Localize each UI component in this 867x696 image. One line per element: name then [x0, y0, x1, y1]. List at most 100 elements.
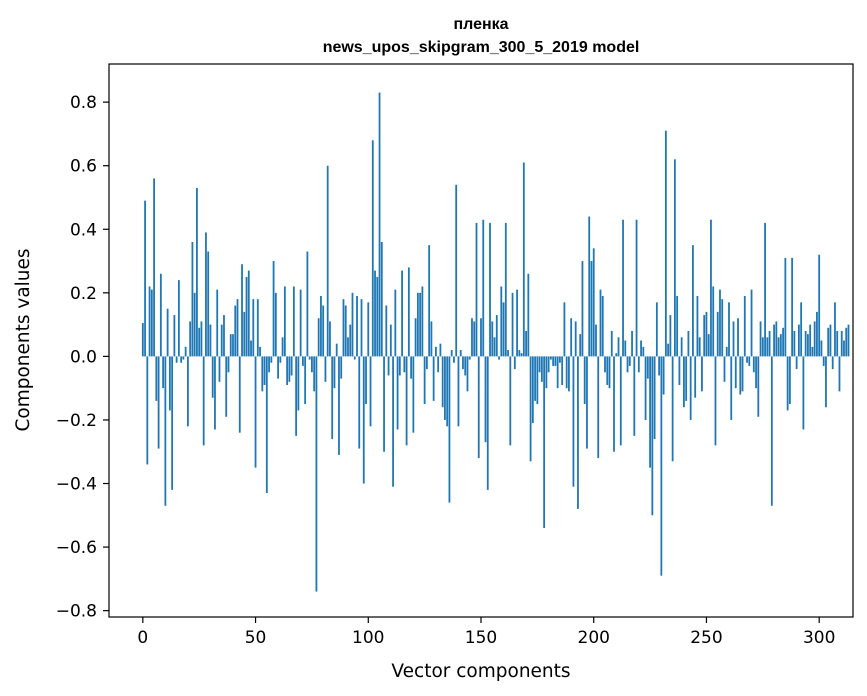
bar-11 [166, 308, 169, 357]
bar-226 [651, 356, 654, 516]
bar-262 [732, 321, 735, 357]
bar-181 [549, 356, 552, 360]
bar-38 [227, 356, 230, 373]
bar-117 [405, 356, 408, 446]
x-tick-label: 250 [690, 628, 722, 648]
y-tick-label: 0.4 [70, 220, 97, 240]
bar-95 [356, 296, 358, 357]
bar-152 [484, 356, 487, 443]
bar-170 [525, 330, 527, 357]
bar-72 [304, 356, 307, 405]
bar-197 [586, 356, 588, 449]
y-tick-label: 0.6 [70, 157, 97, 177]
bar-27 [202, 356, 205, 446]
bar-161 [504, 222, 507, 357]
bar-293 [802, 356, 805, 430]
bar-122 [416, 292, 419, 357]
bar-221 [640, 340, 642, 357]
bar-48 [250, 340, 252, 357]
bar-151 [482, 219, 485, 357]
bar-115 [401, 270, 403, 357]
bar-268 [746, 356, 748, 363]
bar-45 [243, 311, 246, 357]
bar-12 [168, 356, 171, 411]
x-tick-label: 50 [245, 628, 267, 648]
bar-214 [624, 340, 627, 357]
bar-177 [540, 356, 543, 382]
bar-204 [601, 296, 604, 357]
bar-103 [374, 270, 376, 357]
bar-234 [669, 315, 672, 357]
bar-242 [687, 330, 690, 357]
bar-237 [676, 296, 679, 357]
x-axis-label: Vector components [391, 661, 570, 682]
bar-130 [435, 346, 437, 357]
bar-135 [446, 356, 449, 427]
bar-245 [694, 356, 697, 398]
bar-292 [800, 302, 803, 357]
bar-4 [150, 289, 153, 357]
bar-62 [281, 337, 284, 357]
bar-118 [407, 267, 410, 357]
bar-127 [428, 245, 431, 357]
bar-284 [782, 327, 785, 357]
bar-225 [649, 356, 651, 468]
bar-154 [489, 222, 491, 357]
bar-93 [351, 292, 354, 357]
bar-138 [453, 356, 455, 363]
bar-208 [610, 330, 613, 357]
y-tick-label: 0.8 [70, 93, 97, 113]
bar-83 [329, 321, 331, 357]
bar-53 [261, 356, 264, 392]
bar-41 [234, 305, 237, 357]
bar-201 [595, 324, 597, 357]
bar-241 [685, 356, 688, 401]
bar-171 [527, 273, 530, 357]
bar-76 [313, 356, 316, 392]
bar-308 [836, 330, 839, 357]
bar-290 [795, 356, 798, 370]
bar-145 [468, 356, 471, 360]
bar-0 [141, 323, 144, 357]
bar-224 [646, 356, 649, 379]
bar-203 [599, 289, 602, 357]
y-tick-label: 0.0 [70, 347, 97, 367]
bar-175 [536, 356, 539, 405]
bar-25 [198, 327, 201, 357]
bar-243 [689, 356, 692, 420]
bar-87 [338, 356, 340, 455]
bar-82 [326, 165, 329, 357]
bar-24 [196, 187, 198, 357]
bar-33 [216, 289, 219, 357]
bar-168 [520, 353, 523, 357]
bar-182 [552, 356, 555, 366]
bar-99 [365, 356, 367, 405]
bar-78 [317, 318, 320, 357]
y-tick-label: 0.2 [70, 284, 97, 304]
bar-40 [232, 334, 234, 357]
bar-112 [394, 289, 397, 357]
bar-134 [444, 356, 446, 420]
bar-202 [597, 356, 600, 459]
bar-94 [353, 356, 356, 360]
bar-79 [320, 296, 322, 357]
bar-184 [556, 356, 559, 389]
bar-100 [367, 302, 370, 357]
bar-20 [187, 356, 189, 427]
bar-240 [683, 356, 685, 408]
bar-162 [507, 350, 509, 357]
bar-302 [822, 356, 825, 366]
bar-295 [807, 334, 809, 357]
chart-title-line-1: пленка [453, 16, 508, 33]
bar-121 [414, 318, 417, 357]
bar-126 [425, 356, 428, 370]
bar-136 [448, 356, 451, 503]
bar-278 [768, 330, 771, 357]
bar-312 [845, 327, 848, 357]
bar-47 [247, 270, 250, 357]
bar-164 [511, 292, 514, 357]
bar-267 [743, 296, 746, 357]
x-tick-label: 300 [803, 628, 835, 648]
bar-193 [577, 356, 579, 509]
x-tick-label: 200 [578, 628, 610, 648]
